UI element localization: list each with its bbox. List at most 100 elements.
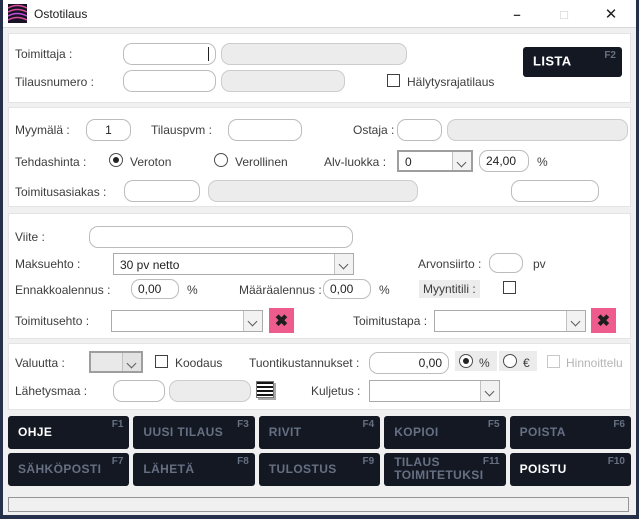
koodaus-checkbox[interactable]: [155, 355, 168, 368]
button-label: SÄHKÖPOSTI: [18, 461, 102, 476]
button-label: KOPIOI: [394, 424, 439, 439]
tilausnumero-input[interactable]: [123, 70, 216, 92]
ohje-button[interactable]: OHJE F1: [8, 416, 130, 449]
minimize-button[interactable]: –: [513, 6, 521, 22]
percent-radio-label: %: [479, 356, 490, 370]
alv-luokka-select[interactable]: 0: [397, 150, 473, 172]
poistu-button[interactable]: POISTU F10: [509, 453, 631, 486]
sahkoposti-button[interactable]: SÄHKÖPOSTI F7: [8, 453, 130, 486]
myymala-label: Myymälä :: [15, 123, 70, 137]
toimitusehto-clear-button[interactable]: ✖: [269, 308, 294, 333]
button-label: LÄHETÄ: [143, 461, 195, 476]
toimitusasiakas-label: Toimitusasiakas :: [15, 185, 107, 199]
toimitusehto-select[interactable]: [111, 310, 263, 332]
tuontikustannukset-input[interactable]: [369, 352, 449, 374]
ennakkoalennus-input[interactable]: [131, 279, 179, 299]
uusi-tilaus-button[interactable]: UUSI TILAUS F3: [133, 416, 255, 449]
verollinen-label: Verollinen: [235, 155, 288, 169]
toimitustapa-label: Toimitustapa :: [353, 314, 428, 328]
tuontikustannukset-label: Tuontikustannukset :: [249, 356, 360, 370]
ostaja-label: Ostaja :: [353, 123, 395, 137]
maximize-button[interactable]: □: [560, 6, 568, 22]
percent-radio[interactable]: [459, 354, 473, 368]
alv-chevron-box: [452, 152, 471, 170]
toimitusasiakas-extra-input[interactable]: [511, 180, 599, 202]
euro-radio[interactable]: [503, 354, 517, 368]
terms-section: Viite : Maksuehto : 30 pv netto Arvonsii…: [8, 213, 631, 339]
kuljetus-select[interactable]: [369, 380, 500, 402]
ennakkoalennus-label: Ennakkoalennus :: [15, 283, 111, 297]
myymala-input[interactable]: [86, 119, 131, 141]
lista-fkey-label: F2: [604, 50, 616, 61]
alv-percent-sign: %: [537, 155, 548, 169]
ostaja-name-field: [447, 119, 628, 141]
arvonsiirto-label: Arvonsiirto :: [418, 257, 482, 271]
ennakkoalennus-percent: %: [187, 283, 198, 297]
button-label: TILAUS TOIMITETUKSI: [394, 454, 484, 483]
toimitustapa-chevron-box: [566, 311, 585, 331]
tilaus-toimitetuksi-button[interactable]: TILAUS TOIMITETUKSI F11: [384, 453, 506, 486]
toimitusehto-label: Toimitusehto :: [15, 314, 90, 328]
fkey-label: F3: [237, 419, 249, 430]
clear-x-icon: ✖: [274, 312, 289, 330]
laheta-button[interactable]: LÄHETÄ F8: [133, 453, 255, 486]
tulostus-button[interactable]: TULOSTUS F9: [258, 453, 381, 486]
maaraalennus-percent: %: [379, 283, 390, 297]
close-button[interactable]: ✕: [604, 6, 618, 23]
ostaja-code-input[interactable]: [397, 119, 442, 141]
arvonsiirto-unit-label: pv: [533, 257, 546, 271]
rivit-button[interactable]: RIVIT F4: [258, 416, 381, 449]
veroton-label: Veroton: [130, 155, 172, 169]
poista-button[interactable]: POISTA F6: [509, 416, 631, 449]
halytysrajatilaus-checkbox[interactable]: [387, 74, 400, 87]
button-label: POISTA: [519, 424, 566, 439]
kopioi-button[interactable]: KOPIOI F5: [384, 416, 506, 449]
lahetysmaa-code-input[interactable]: [113, 380, 165, 402]
alv-percent-input[interactable]: [479, 150, 529, 172]
button-label: OHJE: [18, 424, 53, 439]
order-details-section: Myymälä : Tilauspvm : Ostaja : Tehdashin…: [8, 107, 631, 207]
fkey-label: F11: [482, 456, 500, 467]
maaraalennus-input[interactable]: [323, 279, 371, 299]
fkey-label: F7: [111, 456, 124, 467]
viite-input[interactable]: [89, 226, 353, 248]
toimitustapa-clear-button[interactable]: ✖: [591, 308, 616, 333]
viite-label: Viite :: [15, 230, 45, 244]
fkey-label: F9: [362, 456, 375, 467]
fkey-label: F4: [362, 419, 375, 430]
supplier-section: Toimittaja : Tilausnumero : Hälytysrajat…: [8, 33, 631, 103]
button-label: UUSI TILAUS: [143, 424, 224, 439]
koodaus-label: Koodaus: [175, 356, 223, 370]
button-label: TULOSTUS: [268, 461, 337, 476]
currency-shipping-section: Valuutta : Koodaus Tuontikustannukset : …: [8, 343, 631, 410]
kuljetus-chevron-box: [480, 381, 499, 401]
maksuehto-select[interactable]: 30 pv netto: [113, 253, 354, 275]
maksuehto-chevron-box: [334, 254, 353, 274]
lahetysmaa-name-field: [169, 380, 251, 402]
hinnoittelu-label: Hinnoittelu: [566, 356, 623, 370]
status-bar: [8, 497, 629, 512]
toimitustapa-select[interactable]: [434, 310, 586, 332]
alv-luokka-label: Alv-luokka :: [324, 155, 387, 169]
toimittaja-name-field: [221, 43, 407, 65]
toimitusasiakas-name-field: [208, 180, 418, 202]
toimitusehto-chevron-box: [243, 311, 262, 331]
tilauspvm-input[interactable]: [228, 119, 302, 141]
country-list-icon[interactable]: [256, 381, 274, 398]
verollinen-radio[interactable]: [214, 153, 228, 167]
hinnoittelu-checkbox[interactable]: [547, 355, 560, 368]
toimitusasiakas-code-input[interactable]: [124, 180, 200, 202]
lista-button-label: LISTA: [533, 53, 572, 69]
valuutta-select[interactable]: [89, 351, 143, 373]
tilausnumero-extra-field: [221, 70, 345, 92]
veroton-radio[interactable]: [109, 153, 123, 167]
maksuehto-label: Maksuehto :: [15, 257, 81, 271]
arvonsiirto-input[interactable]: [489, 253, 523, 273]
lista-button[interactable]: LISTA F2: [523, 47, 622, 77]
myyntitili-checkbox[interactable]: [503, 281, 516, 294]
alv-luokka-value: 0: [405, 155, 412, 169]
fkey-label: F8: [237, 456, 249, 467]
text-caret: [208, 47, 209, 61]
kuljetus-label: Kuljetus :: [311, 384, 361, 398]
toimittaja-code-input[interactable]: [123, 43, 216, 65]
